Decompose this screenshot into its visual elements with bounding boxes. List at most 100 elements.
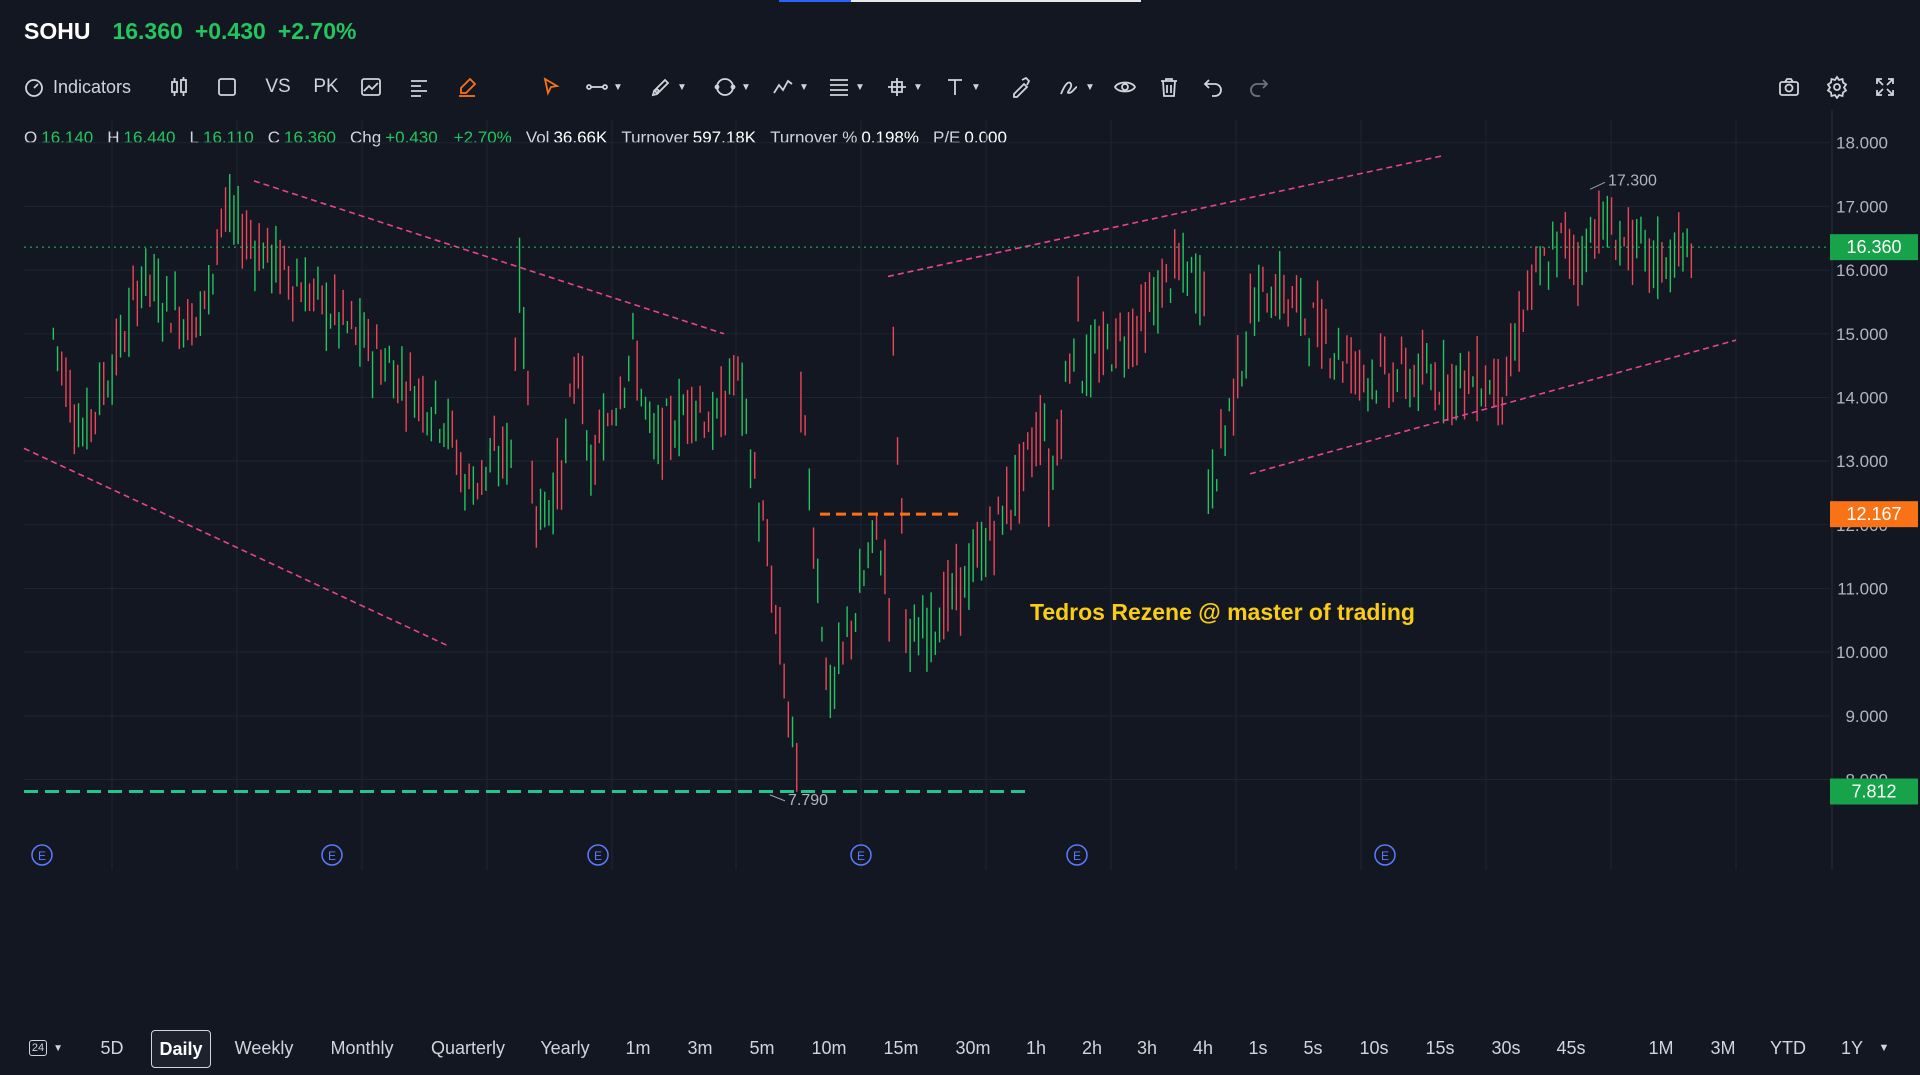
timeframe-1y[interactable]: 1Y — [1840, 1037, 1864, 1058]
align-button[interactable] — [404, 70, 434, 104]
redo-button[interactable] — [1244, 70, 1274, 104]
last-price: 16.360 — [112, 17, 183, 44]
chart-annotation: Tedros Rezene @ master of trading — [1030, 599, 1415, 625]
symbol-name[interactable]: SOHU — [24, 17, 91, 44]
highlighter-icon — [1013, 76, 1031, 98]
support-badge — [1830, 778, 1918, 805]
trendline-tool-button[interactable]: ▼ — [578, 70, 630, 104]
screenshot-button[interactable] — [1776, 70, 1802, 104]
timeframe-5d[interactable]: 5D — [100, 1037, 124, 1058]
trendline-lower-down[interactable] — [23, 447, 449, 647]
candle-type-button[interactable] — [164, 70, 194, 104]
orange-level-badge-text: 12.167 — [1846, 504, 1901, 524]
earnings-marker[interactable] — [1066, 844, 1088, 866]
timeframe-10m[interactable]: 10m — [811, 1037, 847, 1058]
symbol-header: SOHU 16.360 +0.430 +2.70% — [24, 14, 356, 48]
earnings-marker-label: E — [328, 849, 336, 863]
y-tick-label: 18.000 — [1836, 134, 1888, 153]
timeframe-15s[interactable]: 15s — [1425, 1037, 1455, 1058]
chart-actions — [1776, 70, 1898, 104]
earnings-marker[interactable] — [321, 844, 343, 866]
timeframe-1h[interactable]: 1h — [1025, 1037, 1047, 1058]
timeframe-5m[interactable]: 5m — [749, 1037, 775, 1058]
camera-icon — [1779, 78, 1799, 96]
timeframe-4h[interactable]: 4h — [1192, 1037, 1214, 1058]
timeframe-5s[interactable]: 5s — [1303, 1037, 1323, 1058]
indicators-button[interactable]: Indicators — [22, 70, 140, 104]
earnings-marker[interactable] — [587, 844, 609, 866]
pen-tool-button[interactable]: ▼ — [642, 70, 694, 104]
interval-selector[interactable]: 24 ▼ — [22, 1030, 70, 1066]
timeframe-quarterly[interactable]: Quarterly — [430, 1037, 506, 1058]
timeframe-3m[interactable]: 3m — [687, 1037, 713, 1058]
timeframe-daily[interactable]: Daily — [151, 1030, 211, 1068]
fullscreen-button[interactable] — [1872, 70, 1898, 104]
trendline-lower-up[interactable] — [1249, 339, 1737, 475]
timeframe-yearly[interactable]: Yearly — [540, 1037, 590, 1058]
earnings-marker[interactable] — [850, 844, 872, 866]
earnings-marker-label: E — [38, 849, 46, 863]
trendline-upper-down[interactable] — [253, 180, 725, 335]
speedometer-icon — [25, 79, 43, 97]
timeframe-30s[interactable]: 30s — [1491, 1037, 1521, 1058]
earnings-marker[interactable] — [1374, 844, 1396, 866]
timeframe-3m[interactable]: 3M — [1710, 1037, 1736, 1058]
shape-tool-button[interactable]: ▼ — [706, 70, 758, 104]
annotate-tool-button[interactable]: ▼ — [1050, 70, 1102, 104]
y-tick-label: 17.000 — [1836, 197, 1888, 216]
brush-button[interactable] — [452, 70, 482, 104]
earnings-marker-label: E — [594, 849, 602, 863]
candlestick-icon — [171, 77, 187, 96]
gear-icon — [1826, 75, 1848, 99]
pattern-tool-button[interactable]: ▼ — [764, 70, 816, 104]
timeframe-ytd[interactable]: YTD — [1770, 1037, 1806, 1058]
timeframe-1s[interactable]: 1s — [1248, 1037, 1268, 1058]
caret-down-icon: ▼ — [677, 81, 687, 93]
timeframe-weekly[interactable]: Weekly — [234, 1037, 294, 1058]
trendline-upper-up[interactable] — [887, 154, 1445, 278]
cursor-icon — [543, 77, 560, 96]
low-marker-line — [769, 794, 786, 802]
caret-down-icon: ▼ — [855, 81, 865, 93]
brush-icon — [459, 77, 477, 97]
text-tool-button[interactable]: ▼ — [936, 70, 988, 104]
low-label: L — [189, 128, 199, 147]
timeframe-1m[interactable]: 1M — [1648, 1037, 1674, 1058]
undo-button[interactable] — [1198, 70, 1228, 104]
square-icon — [218, 78, 236, 96]
timeframe-1m[interactable]: 1m — [625, 1037, 651, 1058]
fib-tool-button[interactable]: ▼ — [820, 70, 872, 104]
layout-button[interactable] — [212, 70, 242, 104]
drawing-toolbar: Indicators VS PK ▼ ▼ ▼ ▼ ▼ ▼ ▼ ▼ — [22, 70, 1902, 104]
timeframe-2h[interactable]: 2h — [1081, 1037, 1103, 1058]
caret-down-icon: ▼ — [971, 81, 981, 93]
timeframe-10s[interactable]: 10s — [1359, 1037, 1389, 1058]
price-chart[interactable]: 18.00017.00016.00015.00014.00013.00012.0… — [0, 110, 1920, 870]
compare-vs-button[interactable]: VS — [265, 76, 291, 97]
eraser-brush-button[interactable] — [1006, 70, 1036, 104]
cursor-button[interactable] — [536, 70, 566, 104]
caret-down-icon[interactable]: ▼ — [1878, 1042, 1890, 1054]
calendar-icon: 24 — [28, 1040, 48, 1056]
measure-tool-button[interactable]: ▼ — [878, 70, 930, 104]
timeframe-45s[interactable]: 45s — [1556, 1037, 1586, 1058]
earnings-marker[interactable] — [31, 844, 53, 866]
y-tick-label: 16.000 — [1836, 261, 1888, 280]
timeframe-30m[interactable]: 30m — [955, 1037, 991, 1058]
redo-icon — [1250, 79, 1269, 97]
align-icon — [411, 80, 427, 97]
circle-shape-icon — [714, 78, 736, 96]
chart-style-button[interactable] — [356, 70, 386, 104]
fib-lines-icon — [830, 79, 849, 96]
y-tick-label: 11.000 — [1837, 579, 1888, 598]
timeframe-3h[interactable]: 3h — [1136, 1037, 1158, 1058]
timeframe-monthly[interactable]: Monthly — [330, 1037, 394, 1058]
y-tick-label: 9.000 — [1845, 707, 1888, 726]
visibility-button[interactable] — [1110, 70, 1140, 104]
earnings-marker-label: E — [1381, 849, 1389, 863]
pk-button[interactable]: PK — [313, 76, 339, 97]
settings-button[interactable] — [1824, 70, 1850, 104]
timeframe-15m[interactable]: 15m — [883, 1037, 919, 1058]
delete-drawings-button[interactable] — [1154, 70, 1184, 104]
high-marker-label: 17.300 — [1608, 172, 1657, 189]
